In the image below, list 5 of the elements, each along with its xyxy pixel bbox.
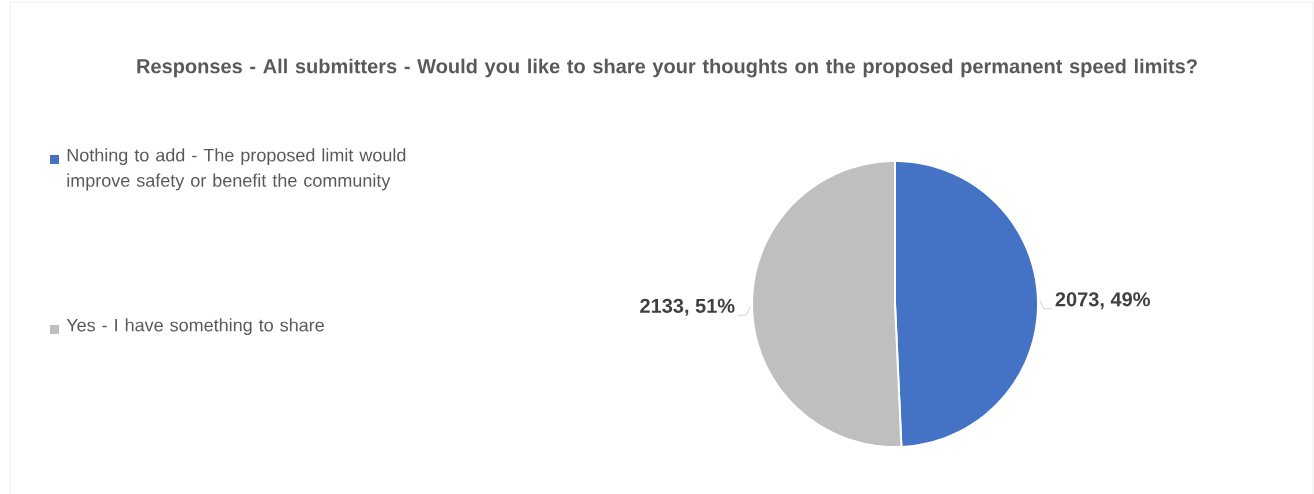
data-label: 2073, 49% (1055, 292, 1150, 310)
data-label: 2133, 51% (640, 298, 735, 316)
chart-title: Responses - All submitters - Would you like to share your thoughts on the proposed permanent speed limits? (137, 58, 1197, 78)
legend-label: Nothing to add - The proposed limit would improve safety or benefit the community (67, 148, 406, 191)
legend-label: Yes - I have something to share (66, 318, 324, 336)
